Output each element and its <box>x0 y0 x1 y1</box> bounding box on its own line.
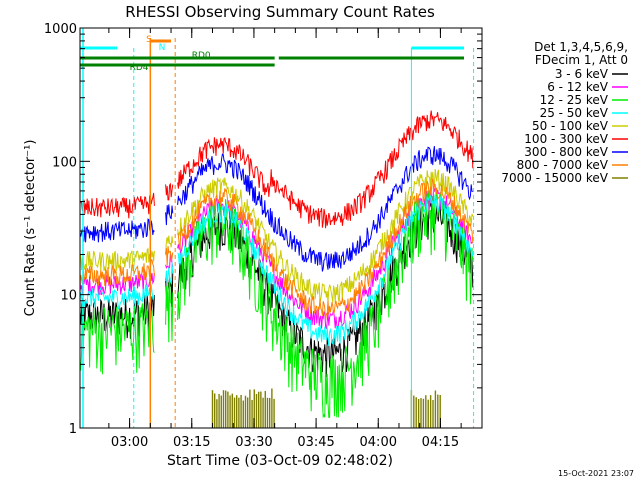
series-line-2 <box>79 185 474 419</box>
legend-label-5: 100 - 300 keV <box>524 132 608 146</box>
flag-label-N: N <box>159 43 166 53</box>
x-tick-label: 04:00 <box>360 435 397 450</box>
x-tick-label: 03:45 <box>297 435 334 450</box>
flag-label-S: S <box>146 35 152 45</box>
chart-title: RHESSI Observing Summary Count Rates <box>125 3 435 21</box>
series-line-3 <box>79 194 474 347</box>
x-tick-label: 03:00 <box>111 435 148 450</box>
x-tick-label: 03:30 <box>235 435 272 450</box>
series-line-4 <box>79 168 474 303</box>
legend-label-0: 3 - 6 keV <box>555 67 609 81</box>
series-layer <box>79 110 474 428</box>
x-tick-label: 03:15 <box>173 435 210 450</box>
generation-timestamp: 15-Oct-2021 23:07 <box>558 469 634 478</box>
y-tick-label: 1 <box>69 422 77 437</box>
y-tick-label: 100 <box>52 155 77 170</box>
legend-label-6: 300 - 800 keV <box>524 145 608 159</box>
series-line-6 <box>79 146 473 272</box>
legend-label-2: 12 - 25 keV <box>540 93 609 107</box>
y-tick-label: 10 <box>60 289 77 304</box>
legend: Det 1,3,4,5,6,9, FDecim 1, Att 0 3 - 6 k… <box>501 40 628 185</box>
axis-layer: 1 10 100 1000 03:00 03:15 03:30 03:45 04:00 04:15 <box>44 22 482 450</box>
y-axis-title: Count Rate (s⁻¹ detector⁻¹) <box>23 140 38 317</box>
legend-header-line-2: FDecim 1, Att 0 <box>535 53 628 67</box>
legend-label-8: 7000 - 15000 keV <box>501 171 608 185</box>
series-line-7 <box>79 177 474 321</box>
x-axis-title: Start Time (03-Oct-09 02:48:02) <box>167 453 393 469</box>
legend-label-4: 50 - 100 keV <box>532 119 609 133</box>
legend-label-1: 6 - 12 keV <box>547 80 609 94</box>
plot-frame <box>79 27 483 429</box>
flags-layer: SN RD0 RD4 <box>80 28 475 428</box>
y-tick-label: 1000 <box>44 22 77 37</box>
legend-label-7: 800 - 7000 keV <box>517 158 609 172</box>
flag-label-RD4: RD4 <box>130 63 149 73</box>
x-tick-label: 04:15 <box>422 435 459 450</box>
flag-label-RD0: RD0 <box>192 51 211 61</box>
legend-header-line-1: Det 1,3,4,5,6,9, <box>534 40 628 54</box>
legend-label-3: 25 - 50 keV <box>540 106 609 120</box>
series-line-5 <box>79 110 474 229</box>
